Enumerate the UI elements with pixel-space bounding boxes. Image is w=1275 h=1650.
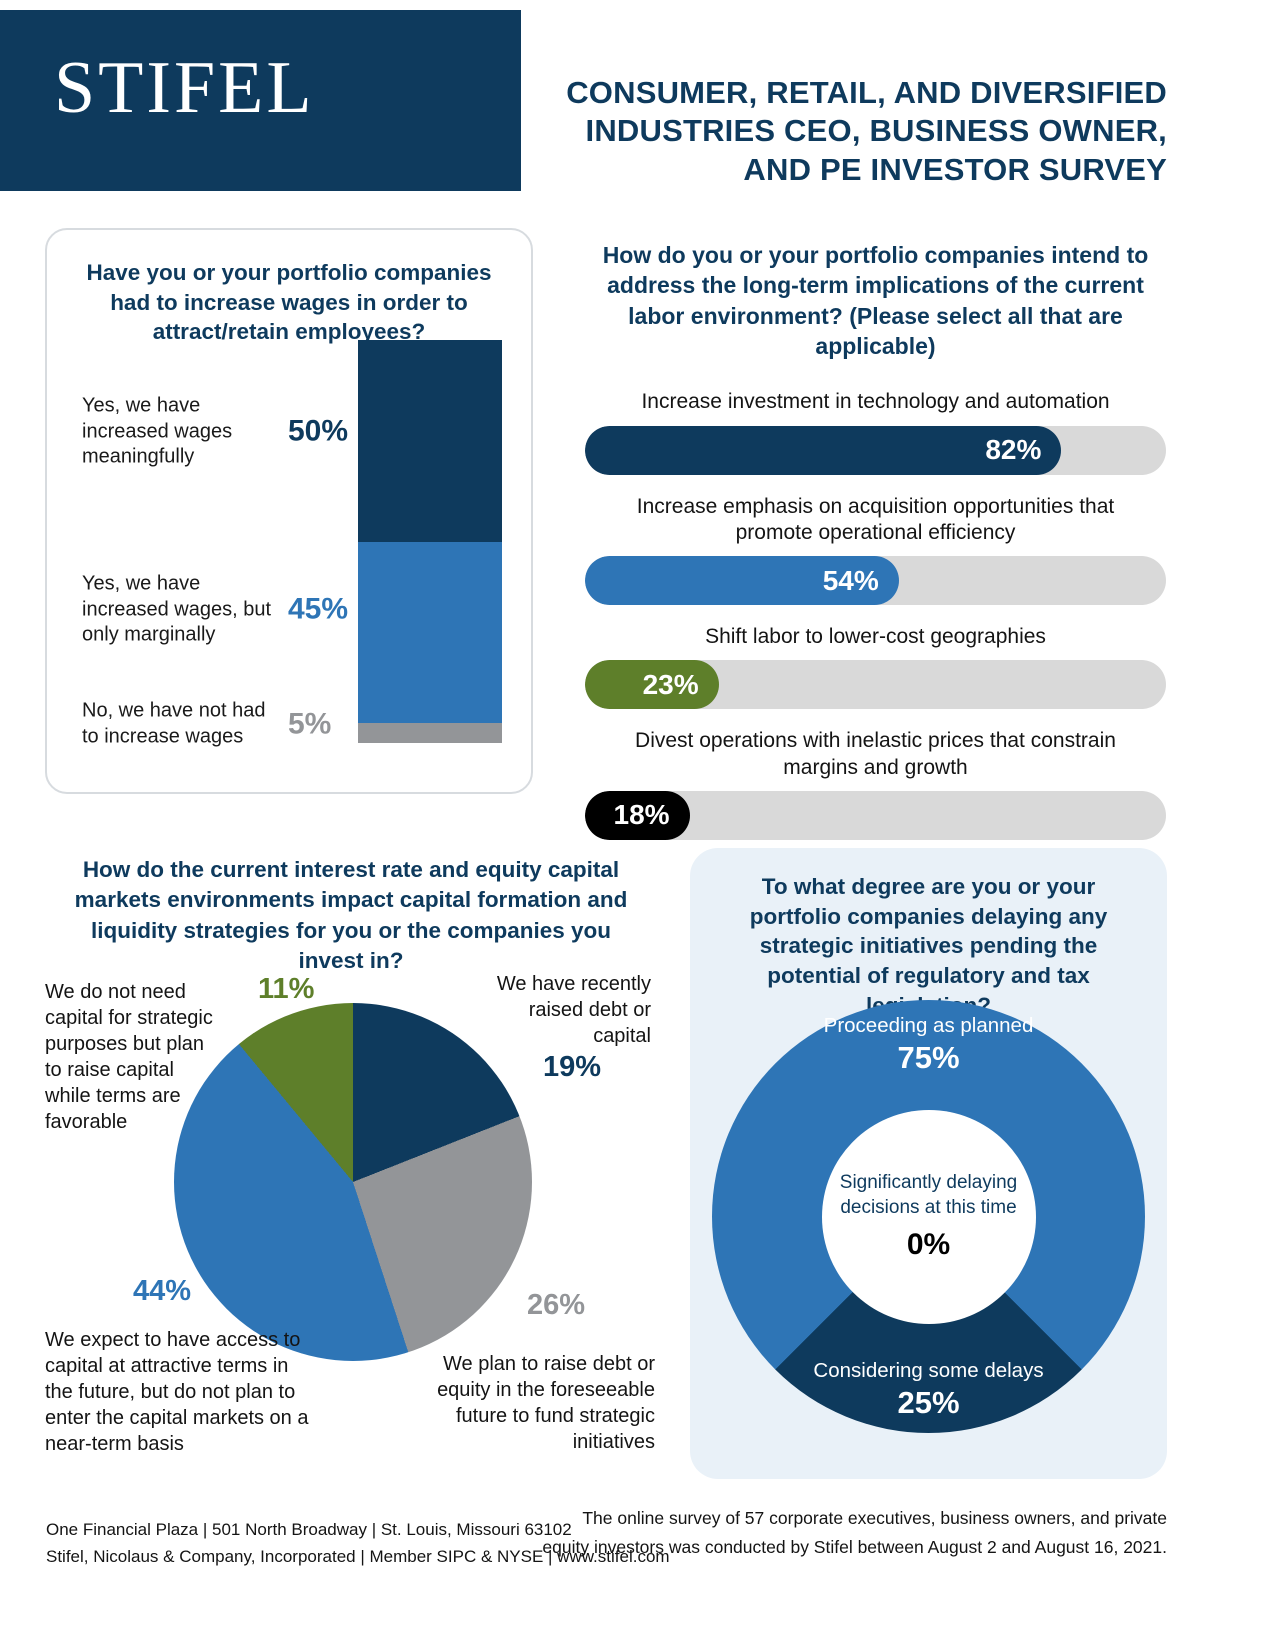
wage-stacked-bar [358,340,502,743]
labor-bar-fill: 18% [585,790,690,840]
wage-value-label: 5% [288,707,332,740]
labor-bar-track: 23% [585,660,1166,710]
labor-bar-label: Shift labor to lower-cost geographies [705,625,1046,649]
brand-header-bar: STIFEL [0,10,521,191]
page-title-line-1: CONSUMER, RETAIL, AND DIVERSIFIED [566,75,1167,110]
labor-bar-value: 18% [613,799,670,831]
pie-slice-value: 44% [133,1275,192,1307]
labor-bar-fill: 23% [585,660,719,710]
labor-bar-track: 82% [585,425,1166,475]
donut-segment-name: Considering some delays [813,1359,1044,1382]
delay-chart-card: To what degree are you or your portfolio… [690,848,1167,1479]
labor-bar-fill: 82% [585,425,1062,475]
pie-slice-label: We have recently raised debt or capital [496,973,651,1047]
labor-bar-group: Increase emphasis on acquisition opportu… [585,494,1166,606]
pie-slice-label: We expect to have access to capital at a… [45,1329,309,1455]
pie-slice-value: 26% [527,1289,586,1321]
wage-segment [358,541,502,723]
capital-chart-section: How do the current interest rate and equ… [45,855,657,1500]
labor-bar-value: 82% [985,434,1042,466]
page-title: CONSUMER, RETAIL, AND DIVERSIFIED INDUST… [566,74,1167,189]
pie-slice-label: We plan to raise debt or equity in the f… [437,1353,655,1453]
labor-bar-label: Divest operations with inelastic prices … [635,729,1116,779]
wage-category-label: Yes, we have increased wages meaningfull… [82,394,233,468]
wage-category-row: Yes, we have increased wages, but only m… [82,572,352,649]
footer-survey-note: The online survey of 57 corporate execut… [542,1504,1167,1562]
wage-category-label: Yes, we have increased wages, but only m… [82,572,272,646]
wages-question: Have you or your portfolio companies had… [86,260,492,345]
donut-center-value: 0% [906,1228,951,1262]
labor-bar-fill: 54% [585,556,899,606]
donut-bottom-label: Considering some delays 25% [712,1359,1145,1421]
delay-question: To what degree are you or your portfolio… [749,874,1108,1018]
wage-category-label: No, we have not had to increase wages [82,699,266,747]
labor-bar-label: Increase investment in technology and au… [641,390,1110,414]
wage-value-label: 50% [288,415,349,448]
wages-chart-card: Have you or your portfolio companies had… [45,228,533,794]
page-title-line-3: AND PE INVESTOR SURVEY [743,151,1167,187]
footer-address-line-1: One Financial Plaza | 501 North Broadway… [46,1520,572,1539]
donut-segment-value: 75% [897,1040,960,1075]
wage-value-label: 45% [288,593,349,626]
donut-segment-name: Proceeding as planned [823,1014,1034,1037]
wage-category-row: Yes, we have increased wages meaningfull… [82,394,352,471]
labor-bar-value: 54% [822,564,879,596]
footer-address: One Financial Plaza | 501 North Broadway… [46,1516,670,1570]
labor-bar-value: 23% [642,668,699,700]
labor-question: How do you or your portfolio companies i… [602,242,1149,360]
capital-question: How do the current interest rate and equ… [74,857,628,974]
donut-center-label: Significantly delaying decisions at this… [839,1171,1018,1218]
labor-chart-section: How do you or your portfolio companies i… [585,240,1166,859]
capital-pie [174,1003,532,1361]
labor-bar-group: Shift labor to lower-cost geographies 23… [585,624,1166,710]
pie-slice-value: 19% [542,1051,601,1083]
footer-address-line-2: Stifel, Nicolaus & Company, Incorporated… [46,1547,670,1567]
labor-bar-group: Increase investment in technology and au… [585,389,1166,475]
delay-donut: Proceeding as planned 75% Significantly … [712,1000,1145,1433]
footer-note-line-2: equity investors was conducted by Stifel… [542,1536,1167,1557]
labor-bar-group: Divest operations with inelastic prices … [585,728,1166,840]
pie-slice-value: 11% [258,973,315,1005]
labor-bar-track: 54% [585,556,1166,606]
donut-segment-value: 25% [897,1385,960,1420]
labor-bar-track: 18% [585,790,1166,840]
footer-note-line-1: The online survey of 57 corporate execut… [582,1508,1167,1528]
pie-slice-label: We do not need capital for strategic pur… [45,981,213,1133]
stifel-logo: STIFEL [54,47,315,129]
wage-segment [358,340,502,542]
donut-center: Significantly delaying decisions at this… [821,1109,1036,1324]
wage-category-row: No, we have not had to increase wages 5% [82,698,352,749]
page-title-line-2: INDUSTRIES CEO, BUSINESS OWNER, [585,113,1167,149]
labor-bar-label: Increase emphasis on acquisition opportu… [636,494,1115,544]
donut-top-label: Proceeding as planned 75% [712,1014,1145,1076]
wage-segment [358,722,502,743]
